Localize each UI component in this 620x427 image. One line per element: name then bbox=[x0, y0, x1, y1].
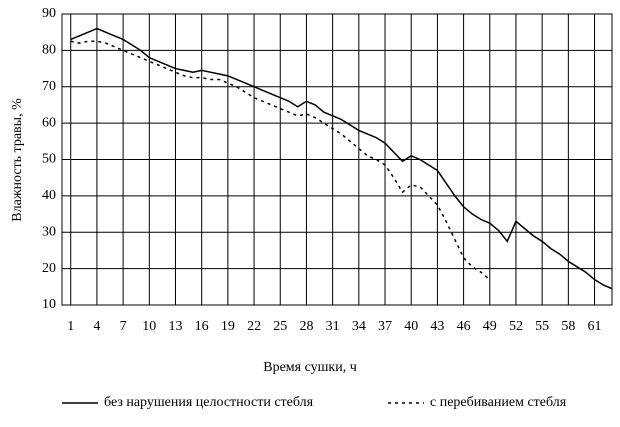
y-tick-label: 90 bbox=[42, 6, 56, 21]
x-tick-label: 10 bbox=[142, 319, 156, 334]
y-tick-label: 10 bbox=[42, 297, 56, 312]
y-tick-label: 80 bbox=[42, 43, 56, 58]
data-line bbox=[70, 27, 613, 290]
x-tick-label: 22 bbox=[247, 319, 261, 334]
x-tick-label: 25 bbox=[273, 319, 287, 334]
x-tick-label: 49 bbox=[483, 319, 497, 334]
y-tick-label: 30 bbox=[42, 224, 56, 239]
x-tick-label: 34 bbox=[352, 319, 366, 334]
legend-label: без нарушения целостности стебля bbox=[104, 395, 314, 410]
y-tick-label: 20 bbox=[42, 261, 56, 276]
x-tick-label: 40 bbox=[404, 319, 418, 334]
x-tick-label: 58 bbox=[561, 319, 575, 334]
x-tick-label: 37 bbox=[378, 319, 392, 334]
x-tick-label: 13 bbox=[168, 319, 182, 334]
y-tick-label: 60 bbox=[42, 115, 56, 130]
plot-frame bbox=[61, 13, 613, 306]
x-tick-label: 61 bbox=[588, 319, 602, 334]
y-tick-label: 40 bbox=[42, 188, 56, 203]
x-axis-label: Время сушки, ч bbox=[263, 360, 357, 375]
x-tick-label: 7 bbox=[120, 319, 127, 334]
y-tick-label: 70 bbox=[42, 79, 56, 94]
x-tick-label: 46 bbox=[457, 319, 471, 334]
x-tick-label: 16 bbox=[195, 319, 209, 334]
x-tick-label: 28 bbox=[299, 319, 313, 334]
x-tick-label: 52 bbox=[509, 319, 523, 334]
x-tick-label: 55 bbox=[535, 319, 549, 334]
x-tick-label: 31 bbox=[326, 319, 340, 334]
y-tick-label: 50 bbox=[42, 152, 56, 167]
x-tick-label: 19 bbox=[221, 319, 235, 334]
legend-label: с перебиванием стебля bbox=[430, 395, 567, 410]
y-axis-label: Влажность травы, % bbox=[10, 98, 25, 222]
x-tick-label: 43 bbox=[430, 319, 444, 334]
x-tick-label: 1 bbox=[67, 319, 74, 334]
x-tick-label: 4 bbox=[93, 319, 100, 334]
